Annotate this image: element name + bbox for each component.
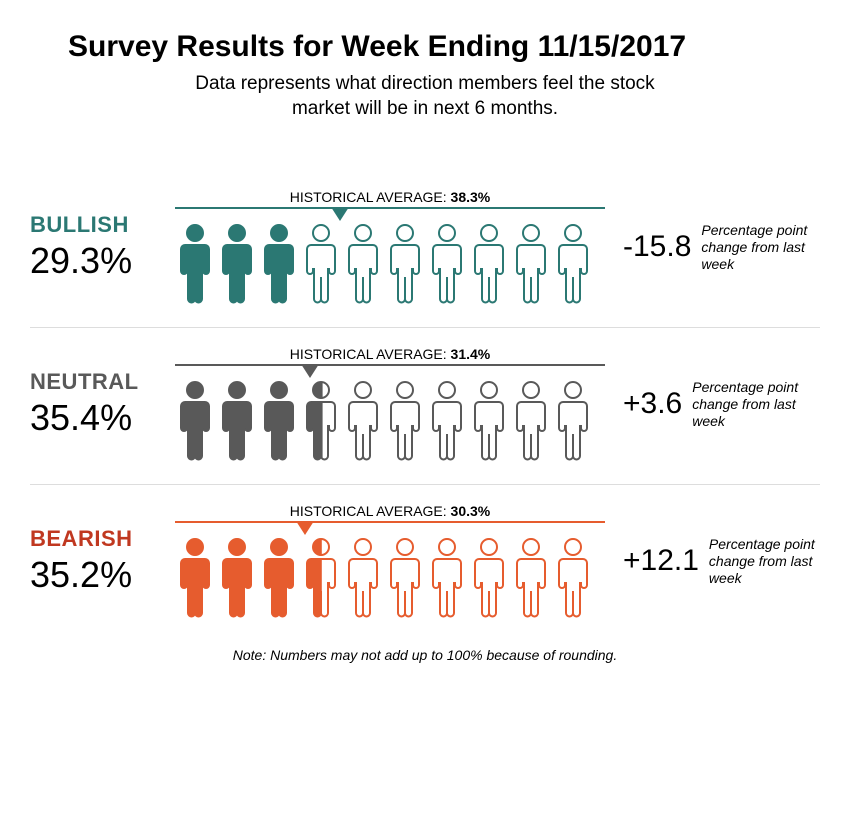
sentiment-label: BULLISH bbox=[30, 212, 175, 238]
sentiment-percent: 35.2% bbox=[30, 554, 175, 596]
person-icon bbox=[343, 380, 383, 462]
sentiment-label: BEARISH bbox=[30, 526, 175, 552]
person-icon bbox=[469, 223, 509, 305]
person-icon bbox=[175, 380, 215, 462]
change-value: -15.8 bbox=[623, 230, 691, 264]
person-icon bbox=[427, 380, 467, 462]
historical-marker-icon bbox=[331, 207, 349, 221]
change-caption: Percentage point change from last week bbox=[692, 379, 812, 429]
change-caption: Percentage point change from last week bbox=[701, 222, 820, 272]
footnote: Note: Numbers may not add up to 100% bec… bbox=[30, 647, 820, 663]
sentiment-row: NEUTRAL 35.4% HISTORICAL AVERAGE: 31.4% +… bbox=[30, 328, 820, 485]
person-icon bbox=[343, 537, 383, 619]
historical-average-label: HISTORICAL AVERAGE: 31.4% bbox=[175, 346, 605, 366]
person-icon bbox=[301, 223, 341, 305]
person-icon bbox=[259, 537, 299, 619]
historical-marker-icon bbox=[296, 521, 314, 535]
person-icon bbox=[259, 380, 299, 462]
person-icon bbox=[553, 537, 593, 619]
sentiment-row: BULLISH 29.3% HISTORICAL AVERAGE: 38.3% -… bbox=[30, 171, 820, 328]
people-row bbox=[175, 537, 605, 619]
person-icon bbox=[511, 223, 551, 305]
person-icon bbox=[343, 223, 383, 305]
person-icon bbox=[511, 380, 551, 462]
sentiment-label: NEUTRAL bbox=[30, 369, 175, 395]
change-value: +12.1 bbox=[623, 544, 699, 578]
person-icon bbox=[259, 223, 299, 305]
historical-average-label: HISTORICAL AVERAGE: 30.3% bbox=[175, 503, 605, 523]
sentiment-percent: 35.4% bbox=[30, 397, 175, 439]
historical-marker-icon bbox=[301, 364, 319, 378]
person-icon bbox=[427, 223, 467, 305]
sentiment-percent: 29.3% bbox=[30, 240, 175, 282]
person-icon bbox=[385, 223, 425, 305]
person-icon bbox=[301, 380, 341, 462]
person-icon bbox=[553, 223, 593, 305]
person-icon bbox=[511, 537, 551, 619]
page-title: Survey Results for Week Ending 11/15/201… bbox=[68, 30, 820, 64]
pictogram-block: HISTORICAL AVERAGE: 38.3% bbox=[175, 189, 605, 305]
person-icon bbox=[217, 223, 257, 305]
person-icon bbox=[175, 223, 215, 305]
pictogram-block: HISTORICAL AVERAGE: 31.4% bbox=[175, 346, 605, 462]
person-icon bbox=[217, 380, 257, 462]
people-row bbox=[175, 380, 605, 462]
person-icon bbox=[301, 537, 341, 619]
person-icon bbox=[217, 537, 257, 619]
page-subtitle: Data represents what direction members f… bbox=[165, 72, 685, 121]
change-value: +3.6 bbox=[623, 387, 682, 421]
person-icon bbox=[469, 537, 509, 619]
person-icon bbox=[385, 380, 425, 462]
people-row bbox=[175, 223, 605, 305]
person-icon bbox=[385, 537, 425, 619]
change-caption: Percentage point change from last week bbox=[709, 536, 820, 586]
person-icon bbox=[469, 380, 509, 462]
person-icon bbox=[427, 537, 467, 619]
historical-average-label: HISTORICAL AVERAGE: 38.3% bbox=[175, 189, 605, 209]
sentiment-row: BEARISH 35.2% HISTORICAL AVERAGE: 30.3% +… bbox=[30, 485, 820, 641]
pictogram-block: HISTORICAL AVERAGE: 30.3% bbox=[175, 503, 605, 619]
person-icon bbox=[553, 380, 593, 462]
person-icon bbox=[175, 537, 215, 619]
